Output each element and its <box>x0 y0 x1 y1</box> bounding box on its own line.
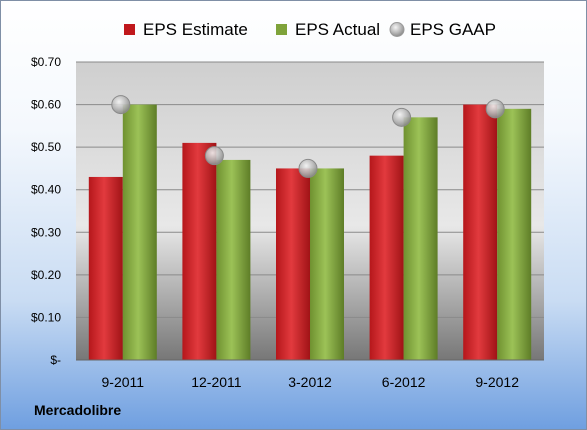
x-tick-label: 9-2012 <box>475 374 519 390</box>
y-tick-label: $- <box>50 353 61 367</box>
x-tick-label: 3-2012 <box>288 374 332 390</box>
eps-estimate-bar <box>182 142 217 360</box>
legend-label: EPS Actual <box>295 20 380 39</box>
x-tick-label: 6-2012 <box>382 374 426 390</box>
company-label: Mercadolibre <box>34 402 122 418</box>
y-tick-label: $0.40 <box>31 183 61 197</box>
x-tick-label: 12-2011 <box>191 374 242 390</box>
eps-gaap-marker <box>392 107 412 127</box>
y-tick-label: $0.20 <box>31 268 61 282</box>
eps-actual-bar <box>122 104 157 360</box>
eps-gaap-marker <box>204 146 224 166</box>
legend-swatch <box>389 22 405 37</box>
eps-estimate-bar <box>88 176 123 360</box>
eps-actual-bar <box>216 159 251 360</box>
eps-gaap-marker <box>111 95 131 115</box>
eps-gaap-marker <box>298 158 318 178</box>
legend-swatch <box>276 24 287 35</box>
eps-estimate-bar <box>463 104 498 360</box>
eps-estimate-bar <box>276 168 310 360</box>
eps-gaap-marker <box>485 99 505 119</box>
x-tick-label: 9-2011 <box>102 374 145 390</box>
eps-actual-bar <box>403 117 438 360</box>
y-tick-label: $0.70 <box>31 55 61 69</box>
y-tick-label: $0.30 <box>31 225 61 239</box>
legend-swatch <box>124 24 135 35</box>
legend-label: EPS Estimate <box>143 20 248 39</box>
eps-actual-bar <box>497 108 532 360</box>
y-tick-label: $0.50 <box>31 140 61 154</box>
eps-actual-bar <box>310 168 344 360</box>
legend-label: EPS GAAP <box>410 20 496 39</box>
y-tick-label: $0.10 <box>31 310 61 324</box>
y-tick-label: $0.60 <box>31 98 61 112</box>
eps-estimate-bar <box>369 155 404 360</box>
